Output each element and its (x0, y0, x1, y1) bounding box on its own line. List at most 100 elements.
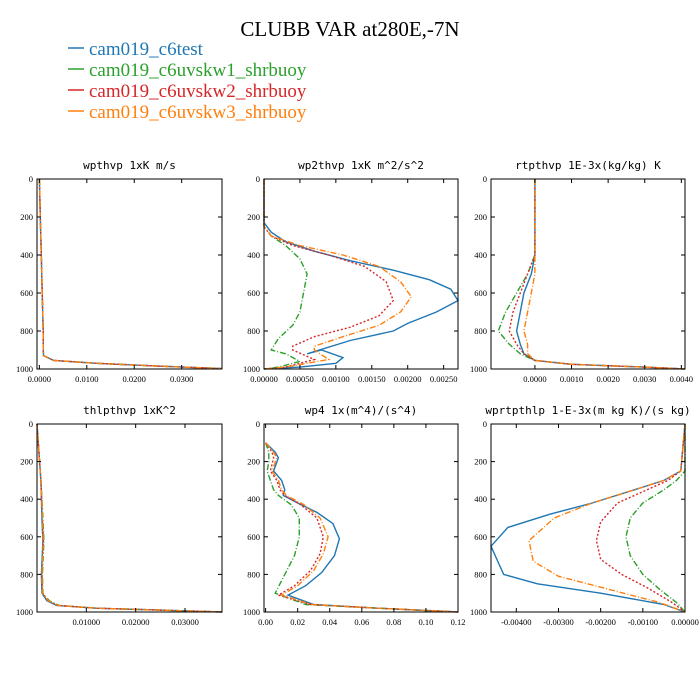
y-tick-label: 0 (29, 419, 33, 429)
y-tick-label: 0 (483, 174, 487, 184)
chart-panel: wprtpthlp 1-E-3x(m kg K)/(s kg) 0 200 400 60… (470, 404, 699, 627)
y-tick-label: 0 (29, 174, 33, 184)
series-line-3 (36, 423, 223, 613)
x-tick-label: 0.00050 (286, 374, 314, 384)
legend-entry: cam019_c6uvskw1_shrbuoy (89, 60, 307, 81)
x-tick-label: 0.00100 (322, 374, 350, 384)
y-tick-label: 200 (20, 212, 33, 222)
panel-title: thlpthvp 1xK^2 (83, 404, 176, 417)
y-tick-label: 800 (20, 569, 33, 579)
y-tick-label: 600 (20, 532, 33, 542)
y-tick-label: 600 (474, 288, 487, 298)
chart-panel: rtpthvp 1E-3x(kg/kg) K 0 200 400 600 800 1000 0… (470, 159, 693, 384)
panel-title: wprtpthlp 1-E-3x(m kg K)/(s kg) (485, 404, 690, 417)
y-tick-label: 600 (474, 532, 487, 542)
y-tick-label: 1000 (243, 364, 260, 374)
plot-frame (263, 178, 459, 370)
y-tick-label: 800 (474, 569, 487, 579)
series-line-4 (528, 423, 686, 613)
plot-frame (490, 178, 686, 370)
x-tick-label: 0.03000 (171, 617, 199, 627)
x-tick-label: 0.0040 (670, 374, 693, 384)
series-line-3 (508, 179, 686, 370)
y-tick-label: 400 (474, 494, 487, 504)
x-tick-label: -0.00200 (585, 617, 615, 627)
x-tick-label: 0.0200 (123, 374, 146, 384)
series-line-2 (264, 442, 459, 613)
series-line-4 (263, 179, 413, 370)
x-tick-label: 0.0020 (596, 374, 619, 384)
y-tick-label: 800 (247, 569, 260, 579)
x-tick-label: 0.00 (258, 617, 273, 627)
series-line-3 (38, 178, 223, 370)
x-tick-label: -0.00300 (543, 617, 573, 627)
x-tick-label: 0.0000 (523, 374, 546, 384)
x-tick-label: 0.0000 (28, 374, 51, 384)
series-line-2 (263, 179, 308, 370)
y-tick-label: 400 (247, 494, 260, 504)
x-tick-label: 0.00000 (250, 374, 278, 384)
figure-title: CLUBB VAR at280E,-7N (240, 17, 459, 41)
plot-frame (263, 423, 459, 613)
y-tick-label: 600 (20, 288, 33, 298)
y-tick-label: 1000 (470, 607, 487, 617)
legend-entry: cam019_c6test (89, 39, 204, 60)
chart-panel: wp2thvp 1xK m^2/s^2020040060080010000.00… (243, 159, 459, 384)
y-tick-label: 400 (247, 250, 260, 260)
panel-title: wp2thvp 1xK m^2/s^2 (298, 159, 424, 172)
series-line-1 (265, 442, 459, 613)
chart-panel: thlpthvp 1xK^2 0 200 400 600 800 1000 0.01000 0.… (16, 404, 223, 627)
y-tick-label: 200 (474, 457, 487, 467)
y-tick-label: 400 (474, 250, 487, 260)
plot-frame (36, 423, 223, 613)
x-tick-label: 0.0300 (170, 374, 193, 384)
y-tick-label: 1000 (16, 364, 33, 374)
y-tick-label: 800 (20, 326, 33, 336)
x-tick-label: 0.02000 (122, 617, 150, 627)
series-line-4 (38, 178, 223, 370)
x-tick-label: 0.00200 (394, 374, 422, 384)
x-tick-label: 0.02 (290, 617, 305, 627)
x-tick-label: 0.00250 (430, 374, 458, 384)
series-line-2 (38, 178, 223, 370)
x-tick-label: 0.08 (386, 617, 401, 627)
panel-title: wpthvp 1xK m/s (83, 159, 176, 172)
x-tick-label: 0.0010 (560, 374, 583, 384)
x-tick-label: 0.06 (354, 617, 369, 627)
x-tick-label: 0.04 (322, 617, 338, 627)
legend-entry: cam019_c6uvskw2_shrbuoy (89, 81, 307, 102)
series-line-1 (38, 178, 223, 370)
y-tick-label: 1000 (16, 607, 33, 617)
y-tick-label: 0 (256, 419, 260, 429)
x-tick-label: 0.12 (451, 617, 466, 627)
series-line-3 (595, 423, 686, 613)
series-line-4 (265, 442, 459, 613)
x-tick-label: 0.00150 (358, 374, 386, 384)
y-tick-label: 0 (483, 419, 487, 429)
series-line-3 (265, 442, 459, 613)
y-tick-label: 200 (247, 457, 260, 467)
y-tick-label: 200 (474, 212, 487, 222)
x-tick-label: 0.01000 (73, 617, 101, 627)
panel-title: wp4 1x(m^4)/(s^4) (305, 404, 418, 417)
x-tick-label: 0.10 (418, 617, 433, 627)
series-line-3 (263, 179, 395, 370)
series-line-2 (36, 423, 223, 613)
y-tick-label: 800 (247, 326, 260, 336)
y-tick-label: 400 (20, 494, 33, 504)
y-tick-label: 200 (247, 212, 260, 222)
x-tick-label: 0.0100 (75, 374, 98, 384)
panel-title: rtpthvp 1E-3x(kg/kg) K (515, 159, 661, 172)
y-tick-label: 200 (20, 457, 33, 467)
series-line-4 (523, 179, 686, 370)
x-tick-label: 0.00000 (671, 617, 699, 627)
y-tick-label: 600 (247, 532, 260, 542)
y-tick-label: 600 (247, 288, 260, 298)
series-line-1 (263, 179, 459, 370)
y-tick-label: 1000 (243, 607, 260, 617)
x-tick-label: -0.00400 (501, 617, 531, 627)
